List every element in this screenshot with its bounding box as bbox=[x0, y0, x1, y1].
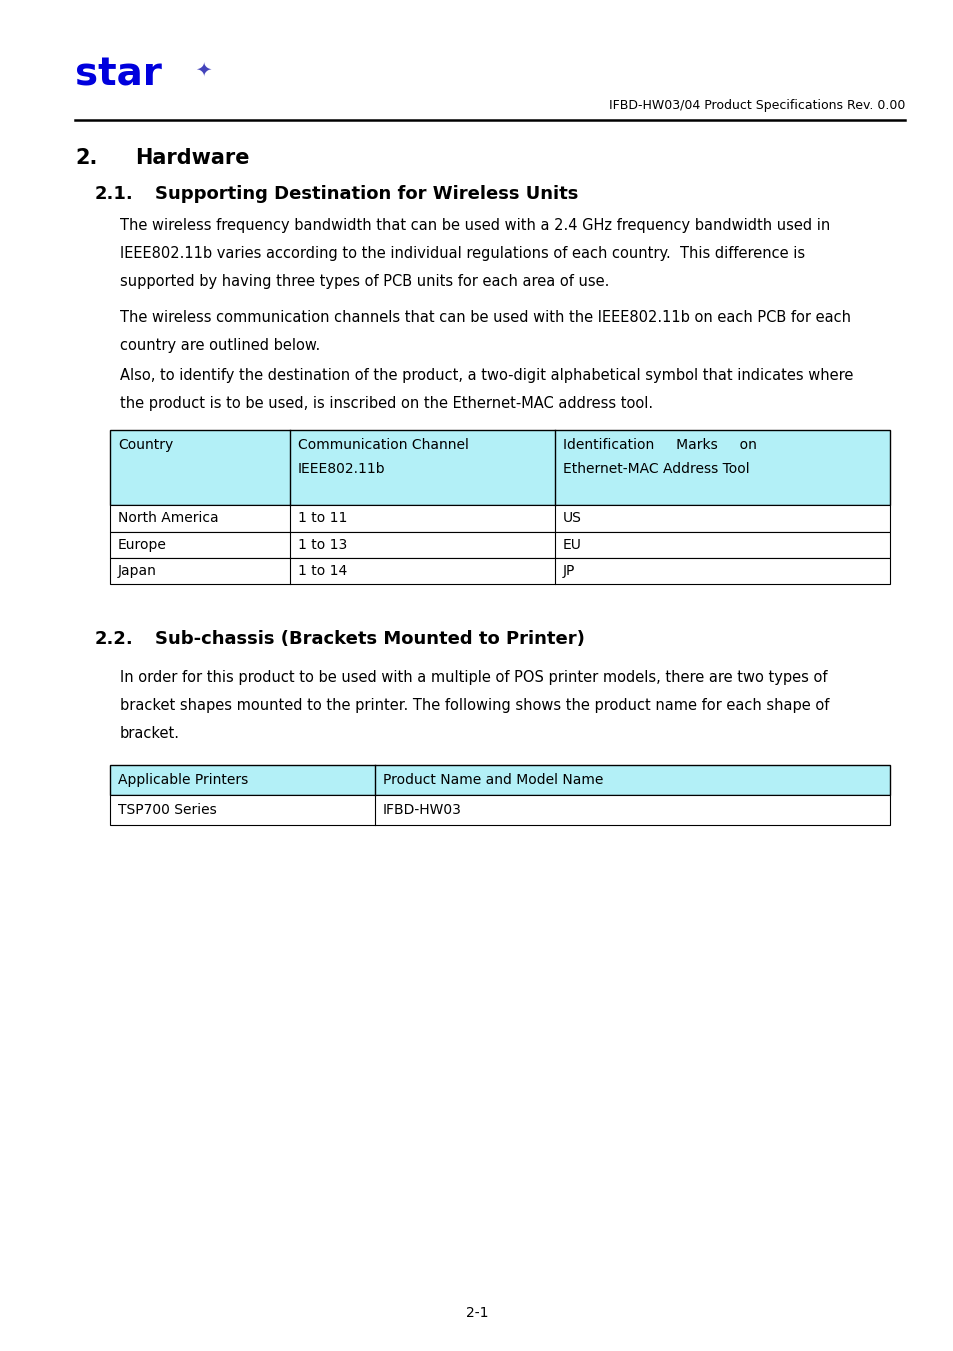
Text: In order for this product to be used with a multiple of POS printer models, ther: In order for this product to be used wit… bbox=[120, 670, 826, 685]
Text: Europe: Europe bbox=[118, 538, 167, 553]
Text: JP: JP bbox=[562, 563, 575, 578]
Text: Ethernet-MAC Address Tool: Ethernet-MAC Address Tool bbox=[562, 462, 749, 476]
Bar bbox=[110, 765, 889, 794]
Text: Sub-chassis (Brackets Mounted to Printer): Sub-chassis (Brackets Mounted to Printer… bbox=[154, 630, 584, 648]
Bar bbox=[110, 505, 889, 532]
Text: Supporting Destination for Wireless Units: Supporting Destination for Wireless Unit… bbox=[154, 185, 578, 203]
Text: North America: North America bbox=[118, 512, 218, 526]
Text: country are outlined below.: country are outlined below. bbox=[120, 338, 320, 353]
Text: 2-1: 2-1 bbox=[465, 1306, 488, 1320]
Bar bbox=[110, 532, 889, 558]
Text: 2.2.: 2.2. bbox=[95, 630, 133, 648]
Text: 2.1.: 2.1. bbox=[95, 185, 133, 203]
Text: The wireless frequency bandwidth that can be used with a 2.4 GHz frequency bandw: The wireless frequency bandwidth that ca… bbox=[120, 218, 829, 232]
Text: 1 to 11: 1 to 11 bbox=[297, 512, 347, 526]
Text: ✦: ✦ bbox=[194, 59, 212, 78]
Text: 1 to 14: 1 to 14 bbox=[297, 563, 347, 578]
Bar bbox=[110, 430, 889, 505]
Text: Japan: Japan bbox=[118, 563, 156, 578]
Text: IEEE802.11b: IEEE802.11b bbox=[297, 462, 385, 476]
Text: IFBD-HW03/04 Product Specifications Rev. 0.00: IFBD-HW03/04 Product Specifications Rev.… bbox=[608, 99, 904, 112]
Text: the product is to be used, is inscribed on the Ethernet-MAC address tool.: the product is to be used, is inscribed … bbox=[120, 396, 653, 411]
Text: 1 to 13: 1 to 13 bbox=[297, 538, 347, 553]
Text: Country: Country bbox=[118, 438, 173, 453]
Text: Product Name and Model Name: Product Name and Model Name bbox=[382, 773, 602, 788]
Text: Also, to identify the destination of the product, a two-digit alphabetical symbo: Also, to identify the destination of the… bbox=[120, 367, 853, 382]
Text: Identification     Marks     on: Identification Marks on bbox=[562, 438, 756, 453]
Text: Hardware: Hardware bbox=[135, 149, 250, 168]
Text: The wireless communication channels that can be used with the IEEE802.11b on eac: The wireless communication channels that… bbox=[120, 309, 850, 326]
Text: US: US bbox=[562, 512, 581, 526]
Text: 2.: 2. bbox=[75, 149, 97, 168]
Text: Applicable Printers: Applicable Printers bbox=[118, 773, 248, 788]
Text: supported by having three types of PCB units for each area of use.: supported by having three types of PCB u… bbox=[120, 274, 609, 289]
Text: EU: EU bbox=[562, 538, 581, 553]
Text: TSP700 Series: TSP700 Series bbox=[118, 802, 216, 817]
Text: IFBD-HW03: IFBD-HW03 bbox=[382, 802, 461, 817]
Text: star: star bbox=[75, 55, 162, 93]
Bar bbox=[110, 558, 889, 584]
Bar bbox=[110, 794, 889, 825]
Text: IEEE802.11b varies according to the individual regulations of each country.  Thi: IEEE802.11b varies according to the indi… bbox=[120, 246, 804, 261]
Text: bracket.: bracket. bbox=[120, 725, 180, 740]
Text: bracket shapes mounted to the printer. The following shows the product name for : bracket shapes mounted to the printer. T… bbox=[120, 698, 828, 713]
Text: Communication Channel: Communication Channel bbox=[297, 438, 468, 453]
